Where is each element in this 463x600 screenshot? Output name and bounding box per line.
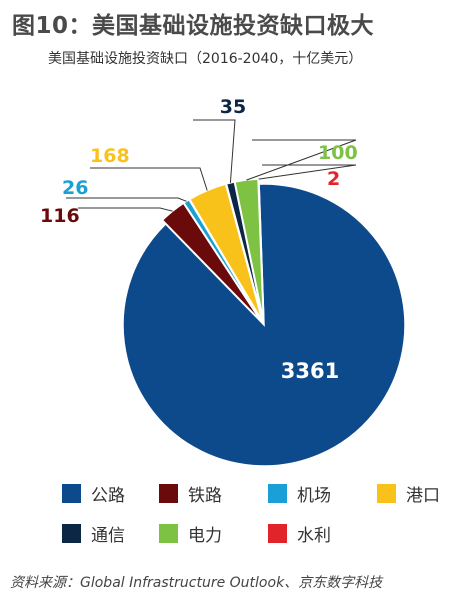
legend-swatch — [268, 483, 287, 503]
source-note: 资料来源：Global Infrastructure Outlook、京东数字科… — [10, 575, 383, 591]
legend-label: 铁路 — [188, 485, 222, 506]
legend-swatch — [159, 483, 178, 503]
data-label-2: 116 — [40, 205, 80, 227]
legend-swatch — [159, 523, 178, 543]
figure-title: 图10：美国基础设施投资缺口极大 — [12, 13, 375, 39]
legend-item-4: 港口 — [377, 481, 440, 506]
pie-slice-1 — [122, 183, 406, 467]
chart-title: 美国基础设施投资缺口（2016-2040，十亿美元） — [48, 51, 363, 67]
legend-label: 机场 — [297, 485, 331, 506]
leader-line-5 — [193, 119, 236, 183]
data-label-7: 2 — [327, 168, 340, 190]
legend-label: 公路 — [91, 485, 125, 506]
data-label-4: 168 — [90, 145, 130, 167]
legend-item-2: 铁路 — [159, 481, 222, 506]
leader-line-2 — [78, 207, 173, 212]
legend-label: 通信 — [91, 525, 125, 546]
leader-line-7 — [258, 164, 357, 180]
legend-label: 水利 — [297, 525, 331, 546]
legend-item-1: 公路 — [62, 481, 125, 506]
legend-swatch — [62, 523, 81, 543]
legend-swatch — [377, 483, 396, 503]
leader-line-6 — [246, 139, 357, 181]
legend-label: 电力 — [188, 525, 222, 546]
leader-line-3 — [66, 197, 187, 202]
legend-item-3: 机场 — [268, 481, 331, 506]
leader-line-4 — [90, 167, 208, 191]
data-label-1: 3361 — [281, 359, 339, 383]
legend-swatch — [268, 523, 287, 543]
legend-swatch — [62, 483, 81, 503]
legend-item-6: 电力 — [159, 521, 222, 546]
data-label-3: 26 — [62, 177, 88, 199]
legend-label: 港口 — [406, 485, 440, 506]
data-label-6: 100 — [318, 142, 358, 164]
legend-item-5: 通信 — [62, 521, 125, 546]
legend-item-7: 水利 — [268, 521, 331, 546]
data-label-5: 35 — [220, 96, 246, 118]
